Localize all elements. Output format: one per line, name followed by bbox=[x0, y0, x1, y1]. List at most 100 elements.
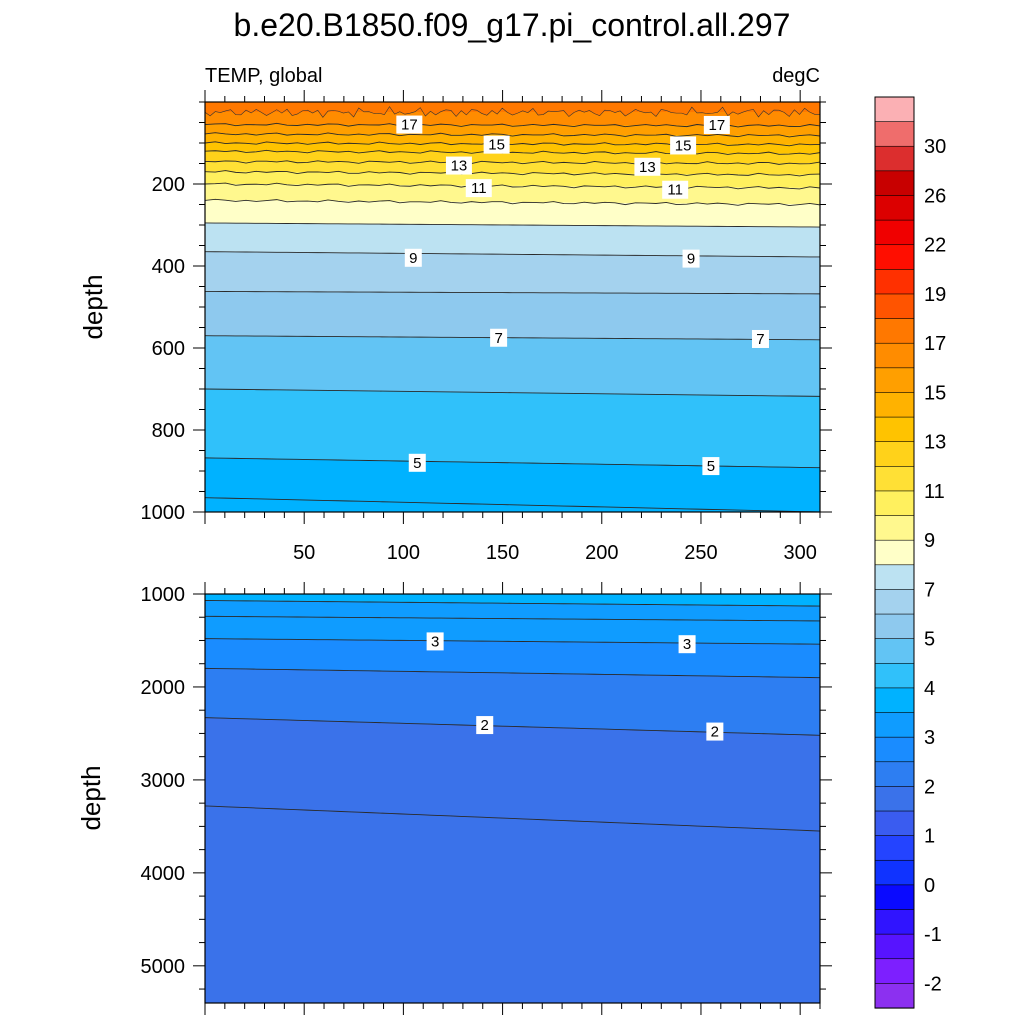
contour-label: 7 bbox=[751, 329, 769, 348]
contour-line bbox=[205, 149, 820, 155]
contour-line bbox=[205, 388, 820, 397]
y-tick-label: 3000 bbox=[141, 770, 186, 792]
contour-line bbox=[205, 615, 820, 622]
svg-text:13: 13 bbox=[451, 158, 468, 175]
y-tick-label: 1000 bbox=[141, 584, 186, 606]
contour-line bbox=[205, 251, 820, 258]
colorbar-label: 11 bbox=[924, 481, 945, 503]
svg-text:13: 13 bbox=[639, 159, 656, 176]
x-tick-label: 300 bbox=[783, 542, 816, 564]
colorbar-swatch bbox=[874, 810, 915, 837]
colorbar-label: 1 bbox=[924, 826, 935, 848]
contour-label: 13 bbox=[445, 156, 472, 175]
colorbar-label: 19 bbox=[924, 284, 946, 306]
x-tick-label: 250 bbox=[684, 542, 717, 564]
x-tick-label: 100 bbox=[387, 542, 420, 564]
contour-band bbox=[205, 142, 820, 154]
colorbar-swatch bbox=[874, 613, 915, 640]
colorbar-swatch bbox=[874, 662, 915, 689]
colorbar-swatch bbox=[874, 958, 915, 984]
contour-band bbox=[205, 150, 820, 164]
colorbar-swatch bbox=[874, 318, 915, 344]
svg-text:15: 15 bbox=[675, 137, 692, 154]
colorbar-swatch bbox=[874, 933, 915, 960]
colorbar-label: 30 bbox=[924, 136, 946, 158]
colorbar-label: 17 bbox=[924, 333, 946, 355]
contour-label: 17 bbox=[703, 115, 730, 134]
contour-label: 11 bbox=[662, 180, 689, 199]
colorbar: 30 26 22 19 17 15 13 11 9 7 5 4 3 2 1 0 -1 -2 bbox=[874, 96, 946, 1009]
colorbar-swatch bbox=[874, 367, 915, 394]
svg-text:5: 5 bbox=[413, 455, 421, 472]
y-tick-label: 5000 bbox=[141, 956, 186, 978]
colorbar-swatch bbox=[874, 466, 915, 492]
contour-label: 13 bbox=[634, 157, 661, 176]
colorbar-label: -2 bbox=[924, 973, 942, 995]
x-tick-label: 150 bbox=[486, 542, 519, 564]
y-tick-label: 1000 bbox=[141, 502, 186, 524]
contour-label: 11 bbox=[465, 179, 492, 198]
svg-text:11: 11 bbox=[471, 180, 487, 197]
colorbar-label: 15 bbox=[924, 382, 946, 404]
colorbar-swatch bbox=[874, 712, 915, 738]
svg-text:7: 7 bbox=[494, 330, 502, 347]
colorbar-swatch bbox=[874, 195, 915, 221]
colorbar-swatch bbox=[874, 145, 915, 172]
colorbar-swatch bbox=[874, 392, 915, 418]
svg-text:3: 3 bbox=[431, 633, 439, 650]
deep-ocean-panel: 3 3 2 2 1000 2000 3000 4000 5000 bbox=[141, 582, 832, 1015]
svg-text:11: 11 bbox=[667, 182, 683, 199]
contour-line bbox=[205, 497, 820, 512]
svg-text:17: 17 bbox=[708, 117, 725, 134]
contour-line bbox=[205, 335, 820, 341]
svg-text:9: 9 bbox=[687, 251, 695, 268]
colorbar-label: 9 bbox=[924, 530, 935, 552]
contour-line bbox=[205, 160, 820, 165]
svg-text:5: 5 bbox=[707, 458, 715, 475]
colorbar-label: -1 bbox=[924, 924, 942, 946]
colorbar-label: 2 bbox=[924, 776, 935, 798]
contour-band bbox=[205, 805, 820, 1003]
y-tick-label: 200 bbox=[152, 174, 185, 196]
contour-line bbox=[205, 141, 820, 147]
y-tick-label: 800 bbox=[152, 420, 185, 442]
colorbar-swatch bbox=[874, 687, 915, 714]
contour-label: 9 bbox=[404, 248, 422, 267]
colorbar-label: 5 bbox=[924, 629, 935, 651]
contour-band bbox=[205, 200, 820, 228]
y-tick-label: 600 bbox=[152, 338, 185, 360]
colorbar-swatch bbox=[874, 983, 915, 1009]
colorbar-swatch bbox=[874, 564, 915, 591]
colorbar-swatch bbox=[874, 490, 915, 517]
colorbar-swatch bbox=[874, 244, 915, 270]
y-axis-label-bottom: depth bbox=[76, 765, 106, 830]
y-tick-label: 4000 bbox=[141, 863, 186, 885]
colorbar-swatch bbox=[874, 736, 915, 763]
colorbar-swatch bbox=[874, 589, 915, 615]
svg-text:2: 2 bbox=[481, 717, 489, 734]
contour-label: 9 bbox=[682, 249, 700, 268]
x-tick-label: 200 bbox=[585, 542, 618, 564]
svg-text:17: 17 bbox=[401, 117, 418, 134]
subtitle-left: TEMP, global bbox=[205, 65, 322, 87]
colorbar-swatch bbox=[874, 761, 915, 788]
contour-line bbox=[205, 182, 820, 190]
contour-band bbox=[205, 251, 820, 295]
contour-line bbox=[205, 222, 820, 228]
colorbar-label: 0 bbox=[924, 875, 935, 897]
svg-text:15: 15 bbox=[488, 137, 505, 154]
contour-line bbox=[205, 667, 820, 679]
colorbar-swatch bbox=[874, 342, 915, 369]
contour-label: 3 bbox=[426, 632, 444, 651]
contour-label: 15 bbox=[670, 136, 697, 155]
colorbar-label: 26 bbox=[924, 185, 946, 207]
contour-label: 15 bbox=[483, 135, 510, 154]
colorbar-swatch bbox=[874, 441, 915, 467]
y-tick-label: 2000 bbox=[141, 677, 186, 699]
svg-text:7: 7 bbox=[756, 331, 764, 348]
colorbar-swatch bbox=[874, 539, 915, 566]
colorbar-swatch bbox=[874, 96, 915, 123]
colorbar-swatch bbox=[874, 416, 915, 443]
